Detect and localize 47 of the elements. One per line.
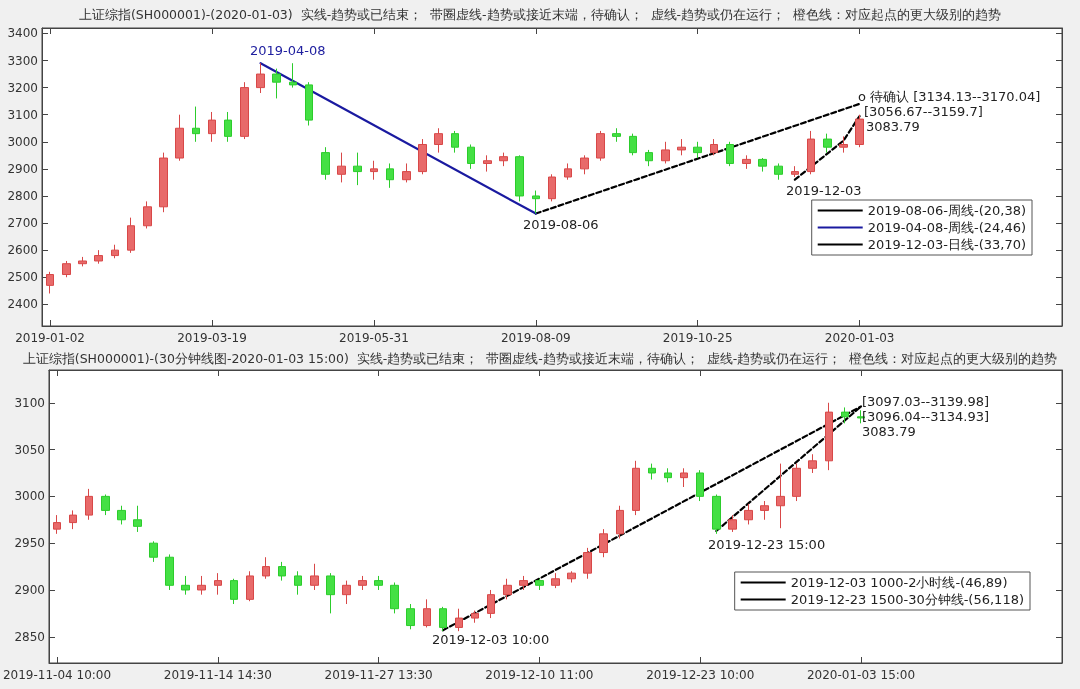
- y-tick-label: 3200: [7, 80, 38, 95]
- y-tick-label: 2500: [7, 270, 38, 285]
- y-tick-label: 2600: [7, 243, 38, 258]
- y-tick-label: 2850: [14, 629, 45, 644]
- chart-title: 上证综指(SH000001)-(2020-01-03) 实线-趋势或已结束； 带圈虚线-趋势或接近末端，待确认； 虚线-趋势或仍在运行； 橙色线：对应起点的更大级别的趋势: [78, 7, 1002, 22]
- legend-label: 2019-08-06-周线-(20,38): [867, 203, 1027, 218]
- y-tick-label: 3000: [14, 489, 45, 504]
- y-tick-label: 3000: [7, 134, 38, 149]
- legend-label: 2019-12-03-日线-(33,70): [867, 237, 1027, 252]
- y-tick-label: 3100: [14, 395, 45, 410]
- annotation: 3083.79: [866, 119, 920, 134]
- y-tick-label: 3300: [7, 53, 38, 68]
- annotation: [3097.03--3139.98]: [862, 394, 990, 409]
- y-tick-label: 2900: [14, 582, 45, 597]
- annotation: [3056.67--3159.7]: [864, 104, 983, 119]
- y-tick-label: 3050: [14, 442, 45, 457]
- y-tick-label: 2400: [7, 297, 38, 312]
- annotation: 3083.79: [862, 424, 916, 439]
- x-tick-label: 2019-12-10 11:00: [485, 668, 594, 682]
- annotation: 2019-12-23 15:00: [708, 537, 826, 552]
- y-tick-label: 2700: [7, 216, 38, 231]
- annotation: 2019-12-03 10:00: [432, 632, 550, 647]
- x-tick-label: 2019-08-09: [500, 331, 571, 345]
- annotation: [3096.04--3134.93]: [862, 409, 990, 424]
- legend-label: 2019-12-23 1500-30分钟线-(56,118): [790, 592, 1025, 607]
- x-tick-label: 2020-01-03 15:00: [806, 668, 916, 682]
- x-tick-label: 2020-01-03: [824, 331, 895, 345]
- legend-label: 2019-12-03 1000-2小时线-(46,89): [790, 575, 1008, 590]
- chart-title: 上证综指(SH000001)-(30分钟线图-2020-01-03 15:00) 实线-趋势或已结束； 带圈虚线-趋势或接近末端，待确认； 虚线-趋势或仍在运行； 橙色线：对应起点的更大级别的趋势: [22, 351, 1058, 366]
- x-tick-label: 2019-12-23 10:00: [646, 668, 755, 682]
- y-tick-label: 3400: [7, 26, 38, 41]
- annotation: 2019-04-08: [250, 43, 326, 58]
- x-tick-label: 2019-03-19: [177, 331, 247, 345]
- annotation: 2019-08-06: [523, 217, 599, 232]
- x-tick-label: 2019-10-25: [662, 331, 733, 345]
- annotation: 2019-12-03: [786, 183, 862, 198]
- y-tick-label: 2900: [7, 161, 38, 176]
- x-tick-label: 2019-11-27 13:30: [324, 668, 433, 682]
- x-tick-label: 2019-05-31: [339, 331, 409, 345]
- y-tick-label: 2950: [14, 536, 45, 551]
- annotation: o 待确认 [3134.13--3170.04]: [858, 89, 1041, 104]
- y-tick-label: 2800: [7, 188, 38, 203]
- x-tick-label: 2019-11-14 14:30: [163, 668, 272, 682]
- y-tick-label: 3100: [7, 107, 38, 122]
- x-tick-label: 2019-11-04 10:00: [2, 668, 112, 682]
- x-tick-label: 2019-01-02: [15, 331, 85, 345]
- legend-label: 2019-04-08-周线-(24,46): [867, 220, 1027, 235]
